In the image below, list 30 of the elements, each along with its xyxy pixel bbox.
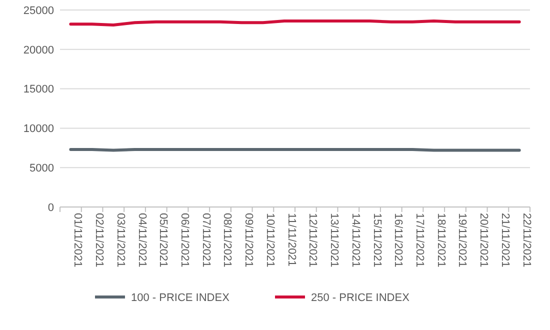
x-tick-label: 16/11/2021 [392, 213, 404, 268]
y-tick-label: 15000 [23, 84, 54, 96]
x-tick-label: 19/11/2021 [456, 213, 468, 268]
x-tick-label: 21/11/2021 [498, 213, 511, 268]
x-tick-label: 11/11/2021 [285, 213, 298, 266]
y-tick-label: 25000 [23, 4, 54, 17]
x-tick-label: 04/11/2021 [136, 213, 148, 268]
y-tick-label: 10000 [23, 123, 54, 136]
x-tick-label: 08/11/2021 [221, 213, 234, 268]
x-tick-label: 01/11/2021 [72, 213, 84, 268]
x-tick-label: 13/11/2021 [328, 213, 340, 268]
x-tick-label: 17/11/2021 [414, 213, 426, 268]
x-tick-label: 07/11/2021 [200, 213, 212, 268]
x-tick-label: 14/11/2021 [349, 213, 362, 268]
x-tick-label: 22/11/2021 [520, 213, 532, 268]
y-tick-label: 0 [48, 202, 54, 214]
x-tick-label: 06/11/2021 [178, 213, 190, 268]
x-tick-label: 15/11/2021 [370, 213, 383, 268]
legend-label: 100 - PRICE INDEX [131, 292, 230, 304]
x-tick-label: 03/11/2021 [114, 213, 126, 268]
legend-label: 250 - PRICE INDEX [311, 292, 410, 304]
x-tick-label: 12/11/2021 [306, 213, 319, 268]
x-tick-label: 18/11/2021 [434, 213, 447, 268]
x-tick-label: 10/11/2021 [264, 213, 276, 268]
x-tick-label: 05/11/2021 [157, 213, 170, 268]
x-tick-label: 02/11/2021 [93, 213, 106, 268]
x-tick-label: 20/11/2021 [478, 213, 490, 268]
y-tick-label: 20000 [23, 44, 54, 56]
x-tick-label: 09/11/2021 [242, 213, 255, 268]
y-tick-label: 5000 [30, 162, 54, 174]
